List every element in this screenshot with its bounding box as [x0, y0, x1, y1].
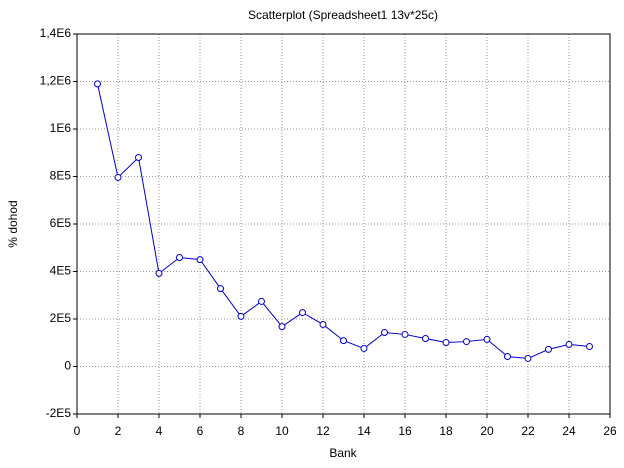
data-line: [97, 83, 590, 359]
x-axis-label: Bank: [329, 446, 357, 460]
data-point: [463, 338, 470, 346]
x-tick-label: 16: [398, 424, 412, 438]
data-point: [114, 173, 122, 181]
x-tick-label: 6: [197, 424, 204, 438]
data-point: [278, 323, 286, 331]
y-tick-label: 2E5: [50, 311, 72, 325]
x-tick-label: 4: [156, 424, 163, 438]
data-point: [176, 253, 183, 261]
y-tick-label: 1,2E6: [40, 74, 72, 88]
data-point: [401, 330, 409, 338]
data-point: [155, 269, 163, 277]
data-point: [483, 335, 491, 343]
data-point: [237, 312, 245, 320]
x-tick-label: 22: [521, 424, 535, 438]
x-tick-label: 8: [238, 424, 245, 438]
data-point: [545, 345, 552, 353]
data-point: [299, 309, 306, 317]
data-point: [504, 353, 511, 361]
y-tick-label: 6E5: [50, 216, 72, 230]
data-point: [94, 80, 101, 88]
data-point: [381, 329, 388, 337]
data-point: [422, 334, 429, 342]
x-tick-label: 10: [275, 424, 289, 438]
data-point: [524, 354, 532, 362]
y-tick-label: 4E5: [50, 264, 72, 278]
x-tick-label: 24: [562, 424, 576, 438]
data-point: [565, 340, 573, 348]
x-tick-label: 12: [316, 424, 330, 438]
data-point: [196, 256, 204, 264]
plot-frame: [76, 33, 611, 415]
y-tick-label: 1E6: [50, 121, 72, 135]
data-point: [217, 285, 224, 293]
data-point: [360, 344, 368, 352]
x-tick-label: 20: [480, 424, 494, 438]
data-point: [258, 297, 265, 305]
x-tick-label: 26: [603, 424, 617, 438]
y-tick-label: 8E5: [50, 169, 72, 183]
x-tick-label: 0: [74, 424, 81, 438]
data-point: [586, 343, 593, 351]
y-tick-label: 1,4E6: [40, 26, 72, 40]
y-tick-label: 0: [64, 359, 71, 373]
data-point: [340, 337, 347, 345]
y-tick-label: -2E5: [46, 406, 72, 420]
data-point: [442, 339, 450, 347]
y-axis-label: % dohod: [6, 200, 20, 247]
x-tick-label: 14: [357, 424, 371, 438]
data-point: [319, 320, 327, 328]
x-tick-label: 2: [115, 424, 122, 438]
chart-title: Scatterplot (Spreadsheet1 13v*25c): [248, 8, 438, 22]
x-tick-label: 18: [439, 424, 453, 438]
data-point: [135, 154, 142, 161]
